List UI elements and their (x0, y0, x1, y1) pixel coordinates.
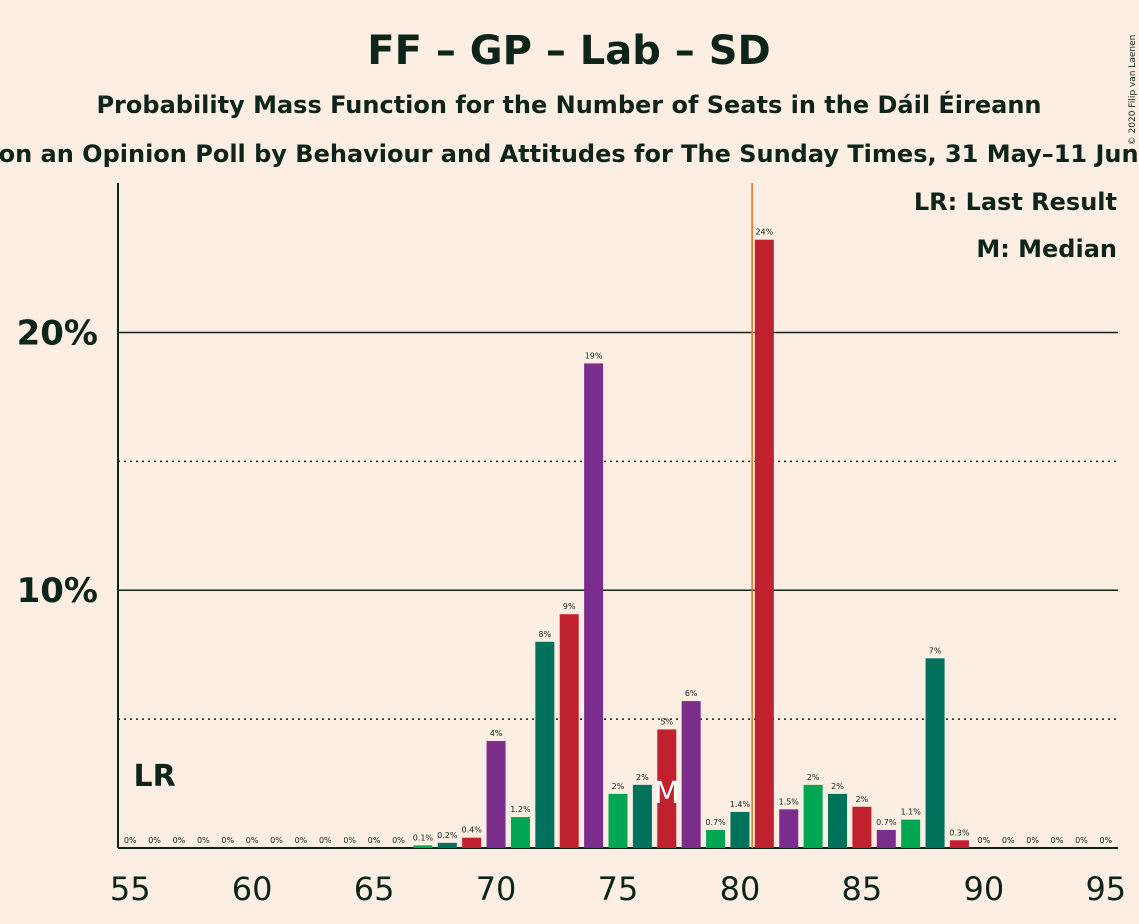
value-label: 0% (1051, 836, 1064, 845)
value-label: 2% (807, 773, 820, 782)
median-marker: M (654, 776, 680, 811)
value-label: 0% (197, 836, 210, 845)
value-label: 1.4% (730, 800, 751, 809)
y-tick-label: 20% (17, 313, 98, 353)
value-label: 0% (270, 836, 283, 845)
chart-title: FF – GP – Lab – SD (367, 28, 770, 74)
value-label: 5% (660, 717, 673, 726)
value-label: 1.2% (510, 805, 531, 814)
bar (510, 817, 530, 848)
lr-marker: LR (133, 759, 175, 794)
x-tick-label: 65 (354, 870, 395, 908)
value-label: 24% (755, 228, 773, 237)
bar (779, 809, 799, 848)
bar (876, 829, 896, 848)
x-tick-label: 60 (232, 870, 273, 908)
bar (852, 806, 872, 848)
y-tick-label: 10% (17, 571, 98, 611)
value-label: 0% (343, 836, 356, 845)
value-label: 0% (978, 836, 991, 845)
copyright: © 2020 Filip van Laenen (1128, 35, 1138, 146)
bar (925, 658, 945, 848)
x-tick-label: 95 (1085, 870, 1126, 908)
bar (584, 363, 604, 848)
bar (632, 784, 652, 848)
x-tick-label: 85 (842, 870, 883, 908)
value-label: 2% (856, 795, 869, 804)
value-label: 2% (636, 773, 649, 782)
value-label: 4% (490, 729, 503, 738)
bar (486, 741, 506, 848)
value-label: 0.4% (461, 826, 482, 835)
value-label: 6% (685, 689, 698, 698)
value-label: 19% (585, 351, 603, 360)
value-label: 0% (1002, 836, 1015, 845)
x-tick-label: 70 (476, 870, 517, 908)
chart-subtitle: Probability Mass Function for the Number… (96, 90, 1041, 119)
bar (462, 837, 482, 848)
x-tick-label: 90 (963, 870, 1004, 908)
value-label: 0% (148, 836, 161, 845)
value-label: 0.3% (949, 828, 970, 837)
value-label: 0.2% (437, 831, 458, 840)
bar (828, 793, 848, 848)
bar (681, 701, 701, 848)
bar (949, 840, 969, 848)
value-label: 0.7% (876, 818, 897, 827)
value-label: 0% (392, 836, 405, 845)
bar (657, 729, 677, 848)
value-label: 7% (929, 646, 942, 655)
value-label: 0% (173, 836, 186, 845)
value-label: 2% (612, 782, 625, 791)
x-tick-label: 75 (598, 870, 639, 908)
value-label: 1.1% (901, 808, 922, 817)
bar (754, 239, 774, 848)
value-label: 8% (538, 630, 551, 639)
value-label: 0% (368, 836, 381, 845)
bar (559, 614, 579, 848)
chart-subtitle: Based on an Opinion Poll by Behaviour an… (0, 140, 1139, 168)
x-tick-label: 55 (110, 870, 151, 908)
value-label: 0% (221, 836, 234, 845)
value-label: 2% (831, 782, 844, 791)
value-label: 0% (295, 836, 308, 845)
legend-entry: M: Median (976, 235, 1117, 263)
value-label: 0% (246, 836, 259, 845)
value-label: 0% (124, 836, 137, 845)
bar (413, 845, 433, 848)
bar (730, 811, 750, 848)
bar (901, 819, 921, 848)
value-label: 0.7% (705, 818, 726, 827)
value-label: 0% (1099, 836, 1112, 845)
legend-entry: LR: Last Result (914, 188, 1117, 216)
x-tick-label: 80 (720, 870, 761, 908)
bar (608, 793, 628, 848)
bar (706, 829, 726, 848)
value-label: 0.1% (413, 833, 434, 842)
value-label: 0% (1075, 836, 1088, 845)
bar (535, 641, 555, 848)
value-label: 9% (563, 602, 576, 611)
bar (437, 842, 457, 848)
value-label: 0% (319, 836, 332, 845)
bar (803, 784, 823, 848)
value-label: 1.5% (779, 797, 800, 806)
value-label: 0% (1026, 836, 1039, 845)
